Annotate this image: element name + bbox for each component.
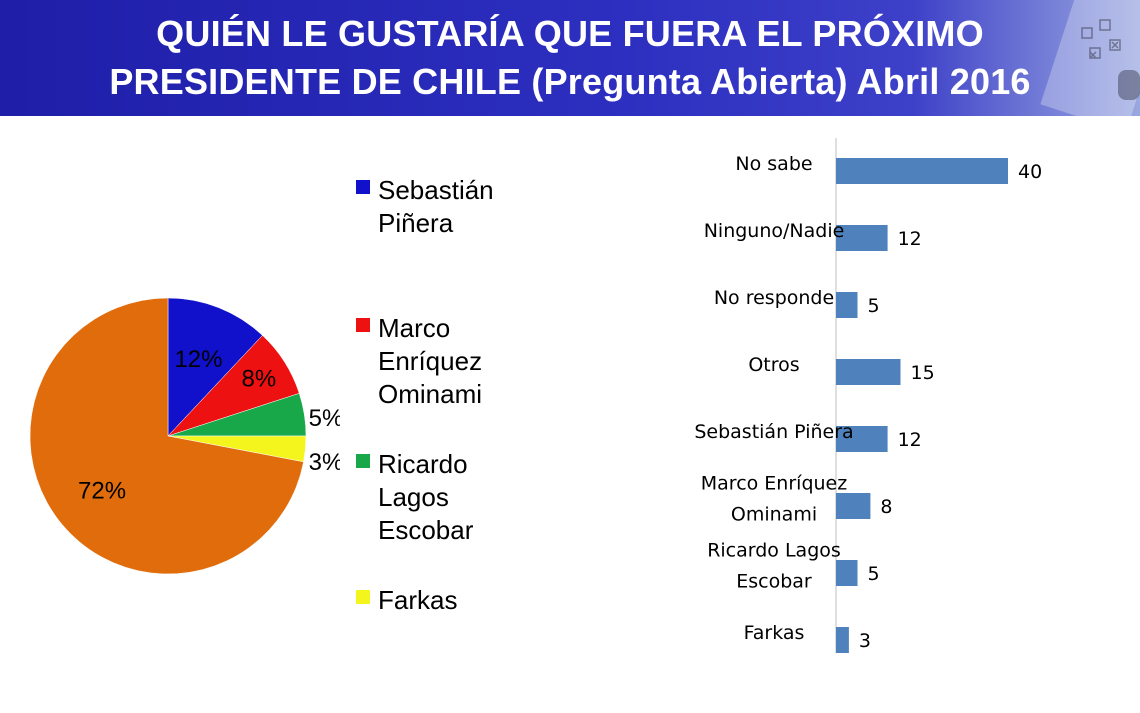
bar-value-label: 3 [859,630,871,652]
pie-slice-label: 5% [309,405,340,432]
bar-category-label: Marco Enríquez [701,473,847,495]
checklist-decoration-icon [1040,0,1140,116]
legend-label: Sebastián Piñera [378,175,494,238]
legend-swatch [356,180,370,194]
title-line-2: PRESIDENTE DE CHILE (Pregunta Abierta) A… [109,61,1031,102]
bar [836,225,888,251]
legend-swatch [356,590,370,604]
bar [836,292,858,318]
bar-category-label: Ricardo Lagos [707,540,841,562]
bar-category-label: No responde [714,287,834,309]
pie-slice-label: 8% [242,365,277,392]
page-title: QUIÉN LE GUSTARÍA QUE FUERA EL PRÓXIMO P… [40,10,1100,106]
bar [836,627,849,653]
pie-slice-label: 3% [309,449,340,476]
bar [836,560,858,586]
legend-label: Marco Enríquez Ominami [378,313,483,409]
bar [836,158,1008,184]
legend-swatch [356,318,370,332]
legend-label: Farkas [378,585,458,615]
bar [836,359,901,385]
bar-category-label: Escobar [736,571,812,593]
bar-value-label: 5 [868,563,880,585]
bar [836,493,871,519]
bar-chart: 40 No sabe 12 Ninguno/Nadie 5 No responde 15 Ot… [694,138,1042,653]
legend-swatch [356,454,370,468]
pie-slice-label: 12% [174,346,222,373]
bar-value-label: 12 [898,429,922,451]
bar-value-label: 8 [880,496,892,518]
pie-slice [167,297,263,437]
pie-chart: 12% 8% 5% 3% 72% [29,297,340,575]
header-banner: QUIÉN LE GUSTARÍA QUE FUERA EL PRÓXIMO P… [0,0,1140,116]
bar-value-label: 12 [898,228,922,250]
bar-category-label: Sebastián Piñera [694,421,853,443]
title-line-1: QUIÉN LE GUSTARÍA QUE FUERA EL PRÓXIMO [156,13,984,54]
pie-slice-label: 72% [78,478,126,505]
bar-category-label: Ominami [731,504,817,526]
bar-category-label: No sabe [735,153,812,175]
bar [836,426,888,452]
pie-slice [29,297,304,575]
bar-value-label: 40 [1018,161,1042,183]
legend-label: Ricardo Lagos Escobar [378,449,474,545]
bar-value-label: 15 [911,362,935,384]
bar-category-label: Farkas [744,622,805,644]
bar-category-label: Otros [748,354,799,376]
bar-value-label: 5 [868,295,880,317]
bar-category-label: Ninguno/Nadie [704,220,845,242]
